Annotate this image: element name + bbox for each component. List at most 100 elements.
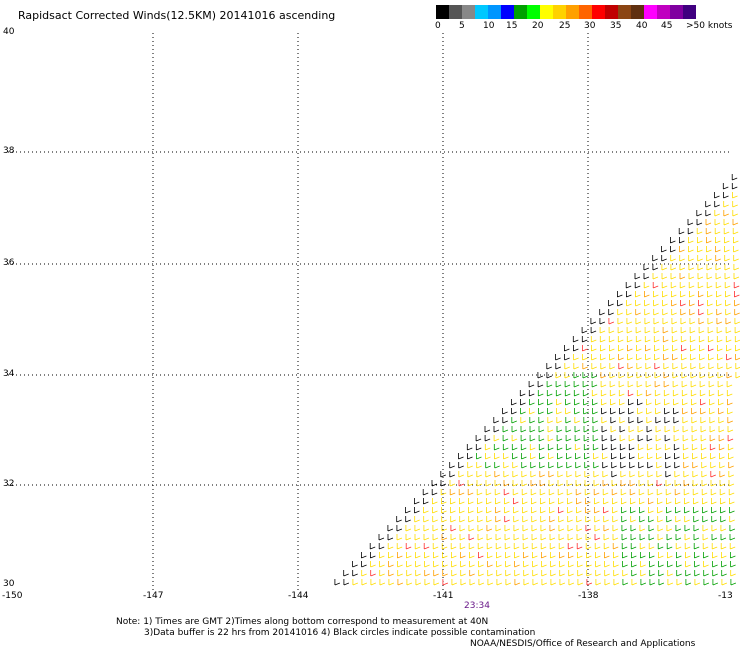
wind-barb bbox=[637, 426, 644, 433]
wind-barb bbox=[702, 534, 709, 541]
wind-barb bbox=[582, 372, 589, 379]
wind-barb bbox=[612, 498, 618, 505]
wind-barb bbox=[523, 579, 530, 586]
colorbar-swatch bbox=[553, 5, 566, 19]
wind-barb bbox=[699, 354, 705, 361]
wind-barb bbox=[648, 525, 655, 532]
wind-barb bbox=[636, 390, 643, 397]
wind-barb bbox=[697, 273, 704, 280]
wind-barb bbox=[706, 246, 712, 253]
wind-barb bbox=[684, 543, 691, 550]
wind-barb bbox=[637, 435, 644, 442]
wind-barb bbox=[682, 435, 689, 442]
wind-barb bbox=[663, 381, 670, 388]
wind-barb bbox=[681, 363, 687, 370]
wind-barb bbox=[609, 354, 615, 361]
wind-barb bbox=[638, 462, 644, 469]
wind-barb bbox=[647, 471, 653, 478]
wind-barb bbox=[594, 534, 601, 541]
wind-barb bbox=[709, 408, 715, 415]
wind-barb bbox=[529, 399, 535, 406]
wind-barb bbox=[502, 426, 509, 433]
wind-barb bbox=[644, 327, 651, 334]
wind-barb bbox=[672, 345, 678, 352]
wind-barb bbox=[593, 480, 600, 487]
wind-barb bbox=[531, 543, 538, 550]
wind-barb bbox=[610, 435, 617, 442]
wind-barb bbox=[423, 525, 430, 532]
wind-barb bbox=[577, 552, 583, 559]
wind-barb bbox=[724, 264, 731, 271]
wind-barb bbox=[717, 354, 723, 361]
wind-barb bbox=[564, 363, 570, 370]
wind-barb bbox=[511, 444, 518, 451]
wind-barb bbox=[549, 534, 556, 541]
wind-barb bbox=[549, 516, 555, 523]
wind-barb bbox=[573, 354, 579, 361]
wind-barb bbox=[692, 489, 699, 496]
wind-barb bbox=[584, 453, 590, 460]
wind-barb bbox=[414, 516, 420, 523]
wind-barb bbox=[654, 390, 661, 397]
wind-barb bbox=[683, 453, 689, 460]
wind-barb bbox=[547, 435, 554, 442]
wind-barb bbox=[352, 570, 358, 577]
wind-barb bbox=[676, 579, 683, 586]
wind-barb bbox=[630, 516, 636, 523]
wind-barb bbox=[702, 507, 708, 514]
wind-barb bbox=[684, 507, 690, 514]
wind-barb bbox=[496, 561, 502, 568]
wind-barb bbox=[692, 453, 698, 460]
wind-barb bbox=[728, 480, 735, 487]
wind-barb bbox=[522, 507, 528, 514]
lat-lon-grid bbox=[8, 33, 732, 590]
wind-barb bbox=[716, 309, 722, 316]
colorbar-swatch bbox=[579, 5, 592, 19]
wind-barb bbox=[440, 489, 447, 496]
wind-barb bbox=[593, 471, 599, 478]
wind-barb bbox=[729, 525, 736, 532]
wind-barb bbox=[724, 237, 730, 244]
wind-barb bbox=[628, 444, 635, 451]
wind-barb bbox=[644, 318, 651, 325]
wind-barb bbox=[585, 507, 591, 514]
wind-barb bbox=[547, 417, 553, 424]
wind-barb bbox=[468, 525, 475, 532]
wind-barb bbox=[585, 525, 592, 532]
wind-barb bbox=[505, 552, 511, 559]
wind-barb bbox=[370, 579, 377, 586]
wind-barb bbox=[573, 390, 580, 397]
wind-barb bbox=[646, 399, 652, 406]
wind-barb bbox=[681, 345, 687, 352]
wind-barb bbox=[608, 309, 614, 316]
wind-barb bbox=[415, 579, 422, 586]
wind-barb bbox=[577, 570, 583, 577]
wind-barb bbox=[720, 516, 726, 523]
wind-barb bbox=[663, 354, 669, 361]
wind-barb bbox=[574, 408, 580, 415]
colorbar-label: 30 bbox=[584, 21, 596, 31]
wind-barb bbox=[532, 579, 539, 586]
wind-barb bbox=[514, 579, 521, 586]
wind-barb bbox=[722, 183, 729, 190]
wind-barb bbox=[618, 390, 625, 397]
wind-barb bbox=[710, 480, 717, 487]
wind-barb bbox=[637, 408, 643, 415]
wind-barb bbox=[557, 489, 564, 496]
wind-barb bbox=[458, 480, 465, 487]
wind-barb bbox=[600, 390, 607, 397]
wind-barb bbox=[672, 390, 679, 397]
wind-barb bbox=[584, 471, 590, 478]
wind-barb bbox=[334, 579, 341, 586]
wind-barb bbox=[521, 480, 528, 487]
wind-barb bbox=[640, 579, 647, 586]
wind-barb bbox=[699, 363, 705, 370]
wind-barb bbox=[617, 300, 623, 307]
wind-barb bbox=[611, 462, 617, 469]
wind-barb bbox=[566, 453, 572, 460]
wind-barb bbox=[595, 579, 602, 586]
wind-barb bbox=[676, 561, 682, 568]
wind-barb bbox=[720, 498, 726, 505]
colorbar-swatch bbox=[618, 5, 631, 19]
wind-barb bbox=[711, 507, 717, 514]
